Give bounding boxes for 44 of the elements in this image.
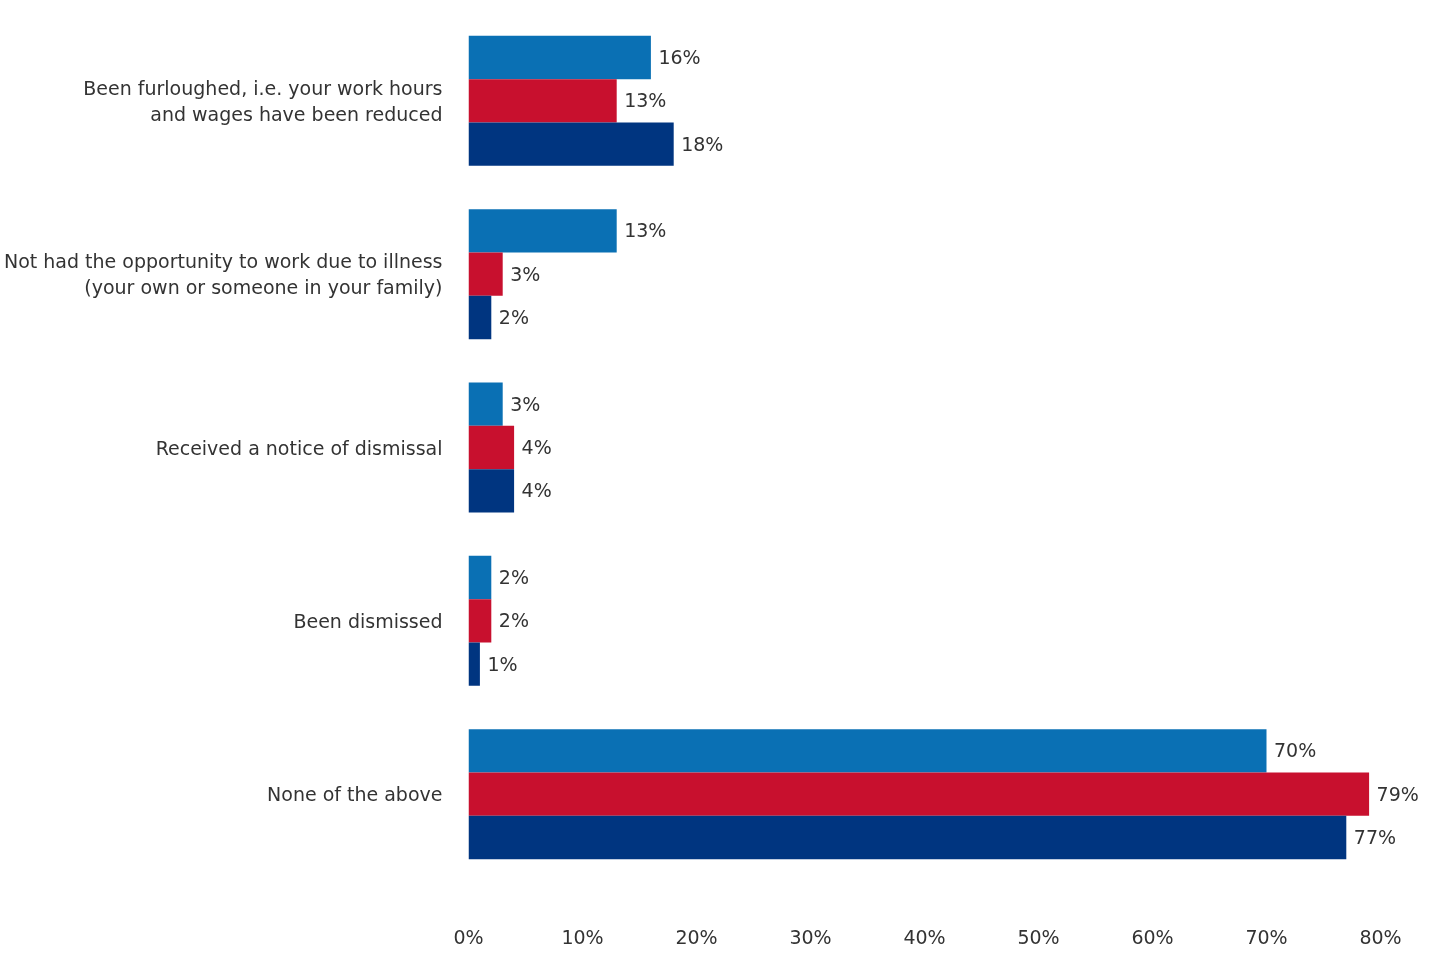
bar (468, 642, 480, 686)
data-label: 2% (498, 566, 529, 588)
x-tick-label: 30% (789, 925, 832, 948)
y-tick-label: Been dismissed (293, 609, 443, 632)
x-tick-label: 70% (1245, 925, 1288, 948)
x-tick-label: 40% (903, 925, 946, 948)
bar (468, 599, 492, 643)
bar (468, 79, 617, 123)
data-label: 13% (624, 89, 667, 112)
x-tick-label: 80% (1359, 925, 1402, 948)
y-tick-label: None of the above (267, 783, 443, 806)
data-label: 4% (521, 436, 552, 458)
data-label: 2% (498, 306, 529, 328)
bar (468, 35, 651, 80)
bar (468, 815, 1347, 860)
bar (468, 252, 503, 296)
data-label: 70% (1274, 739, 1317, 762)
bar (468, 729, 1267, 773)
data-label: 3% (510, 392, 541, 415)
bar (468, 295, 492, 340)
x-tick-label: 0% (453, 925, 484, 948)
data-label: 2% (498, 609, 529, 632)
data-label: 1% (487, 652, 518, 675)
data-label: 4% (521, 479, 552, 502)
x-tick-label: 60% (1131, 925, 1174, 948)
x-tick-label: 20% (675, 925, 718, 948)
y-tick-label: Received a notice of dismissal (155, 436, 443, 459)
bar (468, 209, 617, 253)
y-tick-label: Been furloughed, i.e. your work hours and wages have been reduced (83, 76, 443, 126)
bar (468, 425, 515, 470)
data-label: 18% (681, 132, 724, 155)
data-label: 3% (510, 262, 541, 285)
bar (468, 122, 674, 166)
y-tick-label: Not had the opportunity to work due to illness (your own or someone in your family) (4, 249, 443, 299)
data-label: 16% (658, 46, 701, 68)
bar (468, 382, 503, 426)
data-label: 77% (1353, 826, 1397, 848)
x-tick-label: 10% (561, 925, 604, 948)
bar (468, 555, 492, 600)
data-label: 13% (624, 219, 667, 242)
data-label: 79% (1376, 782, 1419, 805)
x-tick-label: 50% (1017, 925, 1060, 948)
bar (468, 772, 1370, 816)
bar (468, 469, 515, 513)
